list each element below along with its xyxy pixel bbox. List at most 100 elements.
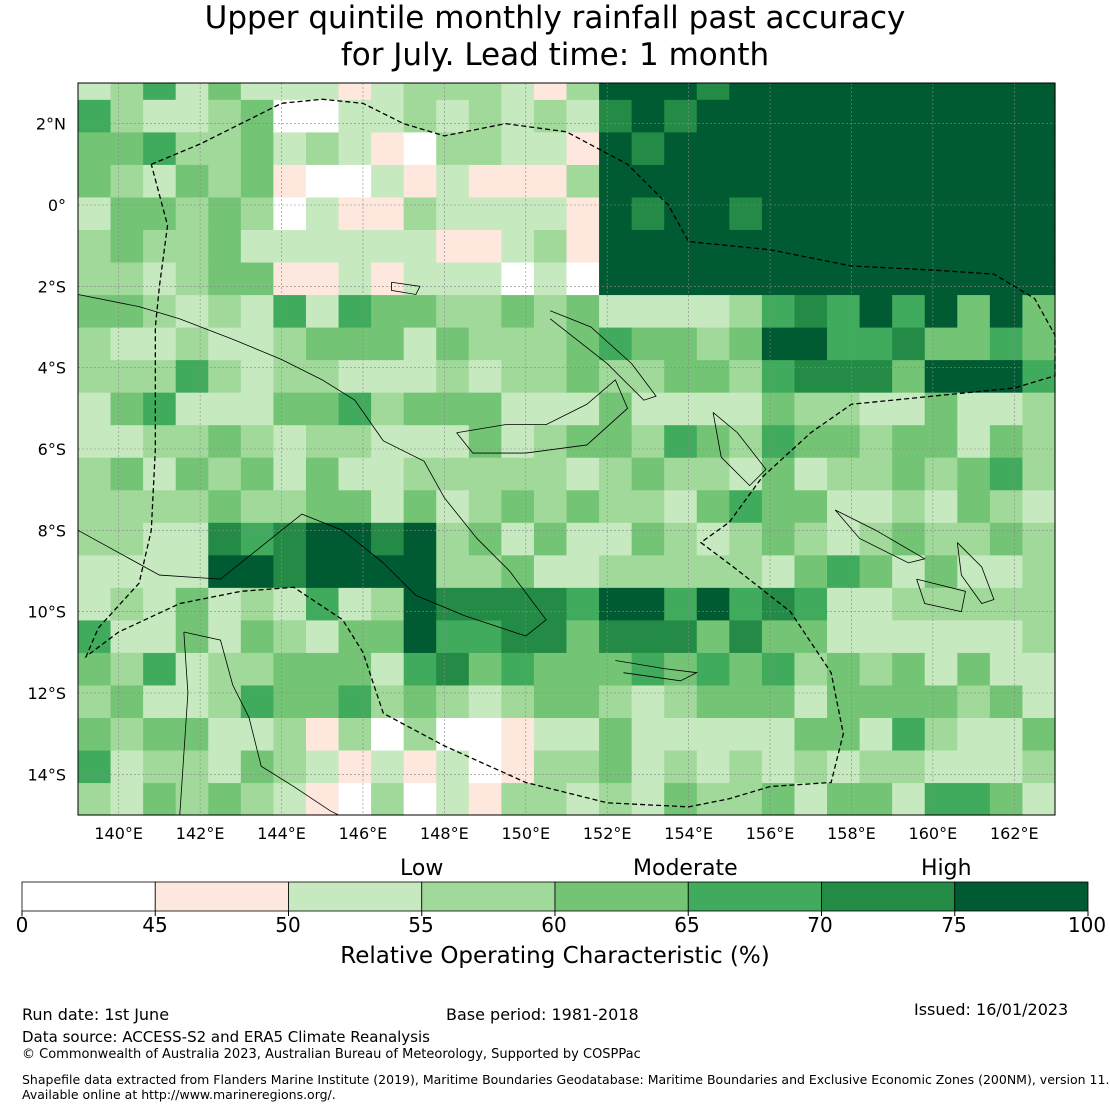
roc-cell [305, 782, 340, 816]
roc-cell [338, 782, 372, 816]
roc-cell [1022, 717, 1056, 751]
roc-cell [403, 749, 437, 784]
roc-cell [631, 554, 665, 588]
roc-cell [599, 587, 633, 621]
roc-cell [468, 717, 502, 751]
roc-cell [827, 261, 861, 296]
roc-cell [501, 489, 535, 523]
issued-date: Issued: 16/01/2023 [914, 1000, 1069, 1019]
roc-cell [924, 164, 958, 198]
roc-cell [175, 164, 209, 198]
roc-cell [729, 652, 763, 686]
roc-cell [1022, 587, 1056, 621]
roc-cell [305, 131, 340, 165]
roc-cell [631, 489, 665, 523]
category-high: High [921, 856, 972, 881]
roc-cell [305, 717, 340, 751]
roc-cell [989, 684, 1024, 718]
roc-cell [859, 619, 893, 653]
roc-cell [1022, 261, 1056, 296]
roc-cell [338, 652, 372, 686]
roc-cell [1022, 327, 1056, 361]
roc-cell [989, 196, 1024, 230]
roc-cell [110, 196, 144, 230]
roc-cell [468, 164, 502, 198]
roc-cell [599, 782, 633, 816]
roc-cell [240, 83, 274, 100]
roc-cell [957, 652, 991, 686]
roc-cell [859, 749, 893, 784]
roc-cell [827, 652, 861, 686]
colorbar-tick-0: 0 [15, 913, 29, 937]
roc-cell [989, 164, 1024, 198]
roc-cell [273, 392, 307, 426]
roc-cell [989, 554, 1024, 588]
roc-cell [338, 392, 372, 426]
roc-cell [664, 164, 698, 198]
roc-cell [273, 196, 307, 230]
roc-cell [305, 83, 340, 100]
roc-cell [892, 327, 926, 361]
roc-cell [240, 294, 274, 328]
roc-cell [696, 196, 730, 230]
roc-cell [175, 83, 209, 100]
roc-cell [208, 196, 242, 230]
roc-cell [1022, 522, 1056, 556]
roc-cell [859, 99, 893, 133]
roc-cell [371, 164, 405, 198]
roc-cell [436, 652, 470, 686]
roc-cell [240, 652, 274, 686]
roc-cell [924, 424, 958, 458]
roc-cell [1022, 83, 1056, 100]
roc-cell [631, 652, 665, 686]
roc-cell [924, 522, 958, 556]
roc-cell [827, 424, 861, 458]
roc-cell [761, 489, 796, 523]
roc-cell [924, 587, 958, 621]
roc-cell [501, 229, 535, 263]
roc-cell [468, 749, 502, 784]
roc-cell [664, 424, 698, 458]
roc-cell [143, 424, 177, 458]
roc-cell [273, 717, 307, 751]
roc-cell [1022, 131, 1056, 165]
roc-cell [664, 229, 698, 263]
roc-cell [957, 359, 991, 393]
roc-cell [664, 619, 698, 653]
roc-cell [1022, 457, 1056, 491]
roc-cell [566, 99, 600, 133]
colorbar-tick-45: 45 [142, 913, 168, 937]
roc-cell [599, 619, 633, 653]
roc-cell [794, 83, 828, 100]
roc-cell [78, 327, 112, 361]
roc-cell [859, 684, 893, 718]
roc-cell [729, 424, 763, 458]
roc-cell [273, 684, 307, 718]
roc-cell [794, 131, 828, 165]
roc-cell [924, 717, 958, 751]
roc-cell [859, 782, 893, 816]
roc-cell [761, 196, 796, 230]
roc-cell [761, 652, 796, 686]
roc-cell [533, 782, 568, 816]
roc-cell [501, 587, 535, 621]
roc-cell [240, 131, 274, 165]
roc-cell [631, 83, 665, 100]
roc-cell [371, 652, 405, 686]
guadalcanal-coast [916, 578, 966, 613]
colorbar-title: Relative Operating Characteristic (%) [340, 943, 770, 969]
roc-cell [110, 83, 144, 100]
category-low: Low [400, 856, 444, 881]
roc-cell [338, 684, 372, 718]
roc-cell [338, 99, 372, 133]
roc-cell [436, 522, 470, 556]
axis-ticks: 140°E 142°E 144°E 146°E 148°E 150°E 152°E 154°E… [27, 115, 1038, 843]
roc-cell [794, 294, 828, 328]
roc-cell [631, 684, 665, 718]
roc-cell [305, 489, 340, 523]
roc-cell [566, 554, 600, 588]
roc-cell [599, 196, 633, 230]
roc-cell [305, 196, 340, 230]
roc-cell [175, 424, 209, 458]
copyright: © Commonwealth of Australia 2023, Austra… [22, 1047, 641, 1062]
